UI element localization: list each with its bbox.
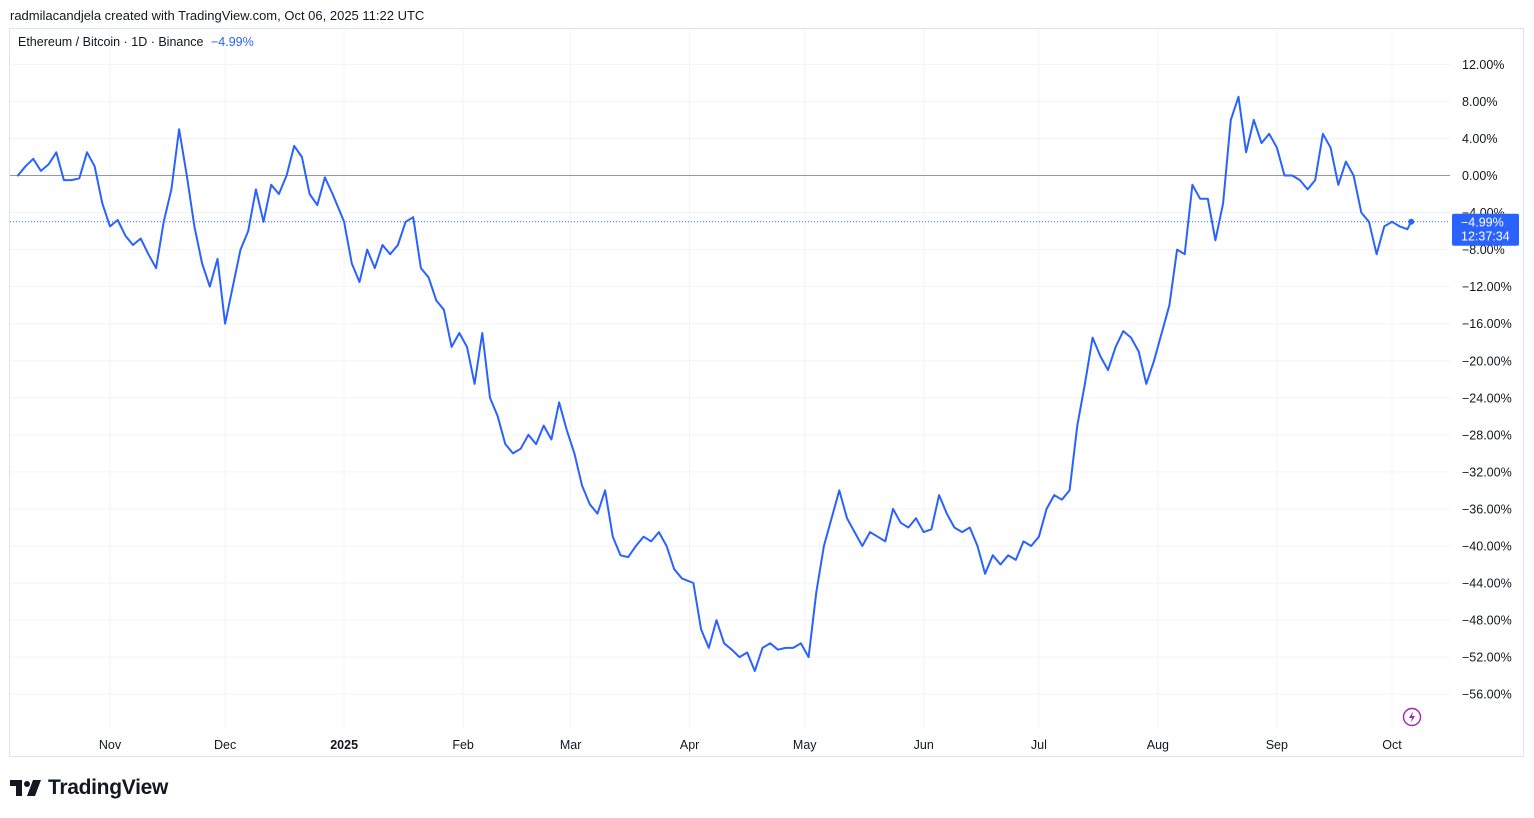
x-tick-label: May <box>793 738 817 752</box>
series-endpoint <box>1408 218 1415 225</box>
y-tick-label: 12.00% <box>1462 58 1504 72</box>
y-tick-label: −8.00% <box>1462 243 1505 257</box>
chart-legend: Ethereum / Bitcoin · 1D · Binance −4.99% <box>18 35 254 49</box>
x-tick-label: Dec <box>214 738 236 752</box>
lightning-icon[interactable] <box>1402 707 1422 732</box>
y-tick-label: −16.00% <box>1462 317 1512 331</box>
x-tick-label: Jul <box>1031 738 1047 752</box>
legend-change: −4.99% <box>210 35 254 49</box>
grid-lines <box>10 29 1450 728</box>
x-tick-label: Jun <box>914 738 934 752</box>
y-tick-label: 4.00% <box>1462 132 1497 146</box>
y-tick-label: 8.00% <box>1462 95 1497 109</box>
x-tick-label: Nov <box>99 738 122 752</box>
y-tick-label: −32.00% <box>1462 465 1512 479</box>
y-tick-label: −40.00% <box>1462 540 1512 554</box>
x-tick-label: 2025 <box>330 738 358 752</box>
y-tick-label: −28.00% <box>1462 428 1512 442</box>
legend-symbol: Ethereum / Bitcoin · 1D · Binance <box>18 35 204 49</box>
price-series <box>16 95 1415 672</box>
x-tick-label: Feb <box>452 738 474 752</box>
zero-reference <box>10 175 1450 223</box>
x-tick-label: Mar <box>560 738 582 752</box>
x-tick-label: Aug <box>1147 738 1169 752</box>
y-tick-label: −20.00% <box>1462 354 1512 368</box>
y-tick-label: −48.00% <box>1462 614 1512 628</box>
chart-attribution: radmilacandjela created with TradingView… <box>10 8 425 23</box>
tradingview-logo[interactable]: TradingView <box>10 776 168 800</box>
x-tick-label: Sep <box>1266 738 1288 752</box>
y-tick-label: −44.00% <box>1462 577 1512 591</box>
y-axis: 12.00%8.00%4.00%0.00%−4.00%−8.00%−12.00%… <box>1462 58 1512 702</box>
price-badge-value: −4.99% <box>1461 216 1504 230</box>
x-axis: Nov Dec 2025 Feb Mar Apr May Jun Jul Aug Sep Oct <box>99 738 1402 752</box>
x-tick-label: Oct <box>1382 738 1402 752</box>
y-tick-label: −24.00% <box>1462 391 1512 405</box>
y-tick-label: −36.00% <box>1462 502 1512 516</box>
x-tick-label: Apr <box>680 738 699 752</box>
brand-name: TradingView <box>48 776 169 799</box>
price-badge-box <box>1452 213 1519 246</box>
chart-frame <box>9 28 1524 757</box>
price-badge-countdown: 12:37:34 <box>1461 230 1510 244</box>
y-tick-label: −56.00% <box>1462 688 1512 702</box>
last-price-badge: −4.99%12:37:34 <box>1452 213 1519 246</box>
tradingview-logo-icon <box>10 780 41 796</box>
y-tick-label: −12.00% <box>1462 280 1512 294</box>
y-tick-label: −52.00% <box>1462 651 1512 665</box>
series-line <box>16 95 1413 672</box>
y-tick-label: 0.00% <box>1462 169 1497 183</box>
